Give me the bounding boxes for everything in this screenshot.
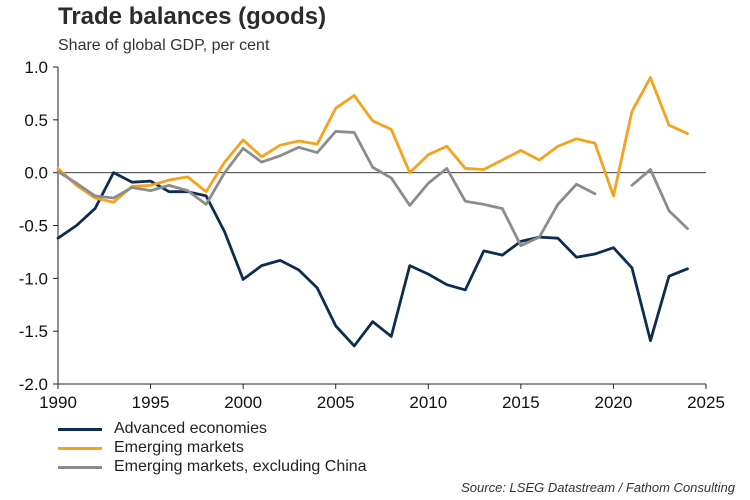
x-tick-label: 2010 (409, 393, 447, 412)
y-tick-label: -2.0 (19, 375, 48, 394)
legend-swatch-emerging-markets-excluding-china (58, 465, 102, 469)
y-tick-label: 0.5 (24, 111, 48, 130)
y-tick-label: 1.0 (24, 58, 48, 77)
x-tick-label: 2015 (502, 393, 540, 412)
legend-item-emerging-markets: Emerging markets (58, 439, 578, 457)
series-layer (56, 76, 689, 348)
series-line-emerging-markets (56, 76, 689, 204)
x-tick-label: 2005 (317, 393, 355, 412)
legend-swatch-emerging-markets (58, 446, 102, 450)
x-tick-label: 2000 (224, 393, 262, 412)
chart-subtitle: Share of global GDP, per cent (58, 37, 270, 54)
x-tick-label: 2020 (595, 393, 633, 412)
legend-label-advanced-economies: Advanced economies (114, 420, 267, 437)
y-tick-label: -0.5 (19, 217, 48, 236)
x-tick-label: 1990 (39, 393, 77, 412)
y-tick-label: -1.0 (19, 269, 48, 288)
legend-swatch-advanced-economies (58, 427, 102, 431)
legend-item-advanced-economies: Advanced economies (58, 420, 578, 438)
legend-label-emerging-markets-excluding-china: Emerging markets, excluding China (114, 458, 367, 475)
chart-legend: Advanced economies Emerging markets Emer… (58, 420, 578, 477)
source-note: Source: LSEG Datastream / Fathom Consult… (461, 480, 735, 495)
y-tick-label: 0.0 (24, 164, 48, 183)
legend-item-emerging-markets-excluding-china: Emerging markets, excluding China (58, 458, 578, 476)
series-line-emerging-markets-excluding-china (56, 130, 689, 247)
x-tick-label: 1995 (132, 393, 170, 412)
axis-layer: -2.0 -1.5 -1.0 -0.5 0.0 0.5 1.0 1990 1995 2000 200… (19, 58, 725, 412)
y-tick-label: -1.5 (19, 322, 48, 341)
legend-label-emerging-markets: Emerging markets (114, 439, 244, 456)
series-line-advanced-economies (56, 171, 689, 348)
chart-title: Trade balances (goods) (58, 3, 327, 30)
x-tick-label: 2025 (687, 393, 725, 412)
